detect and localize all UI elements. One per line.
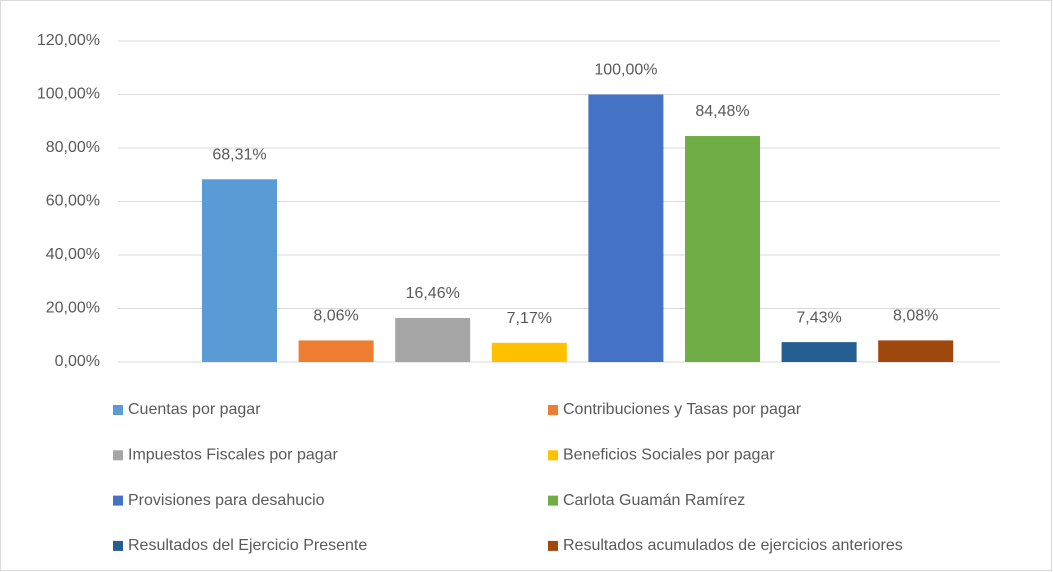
- data-label: 16,46%: [406, 285, 460, 302]
- bar: [685, 136, 760, 362]
- data-label: 8,08%: [893, 308, 938, 325]
- bar: [491, 342, 567, 362]
- legend-label: Impuestos Fiscales por pagar: [128, 447, 339, 464]
- legend-swatch: [113, 450, 123, 461]
- data-label: 68,31%: [212, 146, 266, 163]
- legend-label: Beneficios Sociales por pagar: [563, 447, 775, 464]
- bar: [395, 317, 471, 362]
- legend-label: Cuentas por pagar: [128, 401, 261, 418]
- data-label: 7,43%: [796, 309, 841, 326]
- y-tick-label: 60,00%: [46, 193, 100, 210]
- legend-swatch: [548, 495, 558, 506]
- legend-swatch: [113, 540, 123, 551]
- y-tick-label: 40,00%: [46, 246, 100, 263]
- y-tick-label: 120,00%: [37, 32, 100, 49]
- data-label: 8,06%: [313, 308, 358, 325]
- legend-swatch: [548, 540, 558, 551]
- data-label: 84,48%: [695, 103, 749, 120]
- bar: [298, 340, 374, 362]
- data-label: 7,17%: [507, 310, 552, 327]
- y-tick-label: 100,00%: [37, 86, 100, 103]
- legend-label: Resultados acumulados de ejercicios ante…: [563, 537, 903, 554]
- legend-label: Contribuciones y Tasas por pagar: [563, 401, 802, 418]
- legend-label: Carlota Guamán Ramírez: [563, 492, 745, 509]
- data-label: 100,00%: [594, 62, 657, 79]
- bar: [202, 179, 277, 362]
- bar: [878, 340, 954, 362]
- legend-label: Provisiones para desahucio: [128, 492, 325, 509]
- y-tick-label: 80,00%: [46, 139, 100, 156]
- bar: [588, 94, 664, 362]
- y-tick-label: 20,00%: [46, 300, 100, 317]
- legend-swatch: [113, 405, 123, 415]
- legend-label: Resultados del Ejercicio Presente: [128, 537, 367, 554]
- legend-swatch: [113, 495, 123, 506]
- legend-swatch: [548, 405, 558, 415]
- bar: [781, 342, 857, 362]
- y-tick-label: 0,00%: [55, 353, 100, 370]
- legend-swatch: [548, 450, 558, 461]
